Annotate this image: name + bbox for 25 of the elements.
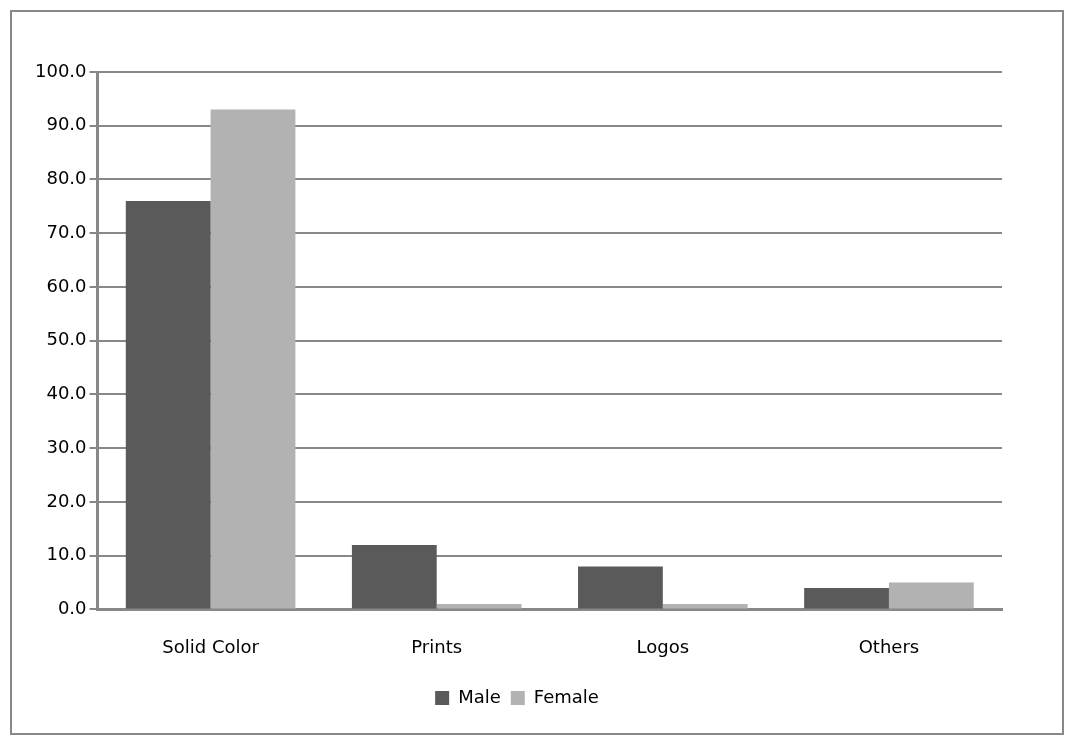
bar	[125, 200, 211, 609]
bar	[662, 604, 748, 609]
legend-label: Female	[533, 685, 599, 707]
y-tick-label: 0.0	[57, 597, 87, 619]
x-tick-label: Others	[858, 635, 920, 657]
bar	[804, 587, 889, 609]
x-tick-label: Solid Color	[162, 635, 260, 657]
y-tick-label: 90.0	[46, 113, 87, 135]
bar	[210, 109, 296, 609]
legend-label: Male	[458, 685, 501, 707]
bar	[351, 544, 437, 609]
bar	[578, 566, 663, 609]
bar	[436, 604, 522, 609]
y-tick-label: 10.0	[46, 543, 87, 565]
y-tick-label: 50.0	[46, 328, 87, 350]
x-tick-label: Prints	[411, 635, 463, 657]
y-tick-label: 30.0	[46, 435, 87, 457]
bar	[888, 582, 974, 609]
y-tick-label: 20.0	[46, 489, 87, 511]
y-tick-label: 60.0	[46, 274, 87, 296]
y-tick-label: 70.0	[46, 220, 87, 242]
x-tick-label: Logos	[636, 635, 690, 657]
y-tick-label: 80.0	[46, 167, 87, 189]
y-tick-label: 100.0	[35, 59, 87, 81]
y-tick-label: 40.0	[46, 382, 87, 404]
